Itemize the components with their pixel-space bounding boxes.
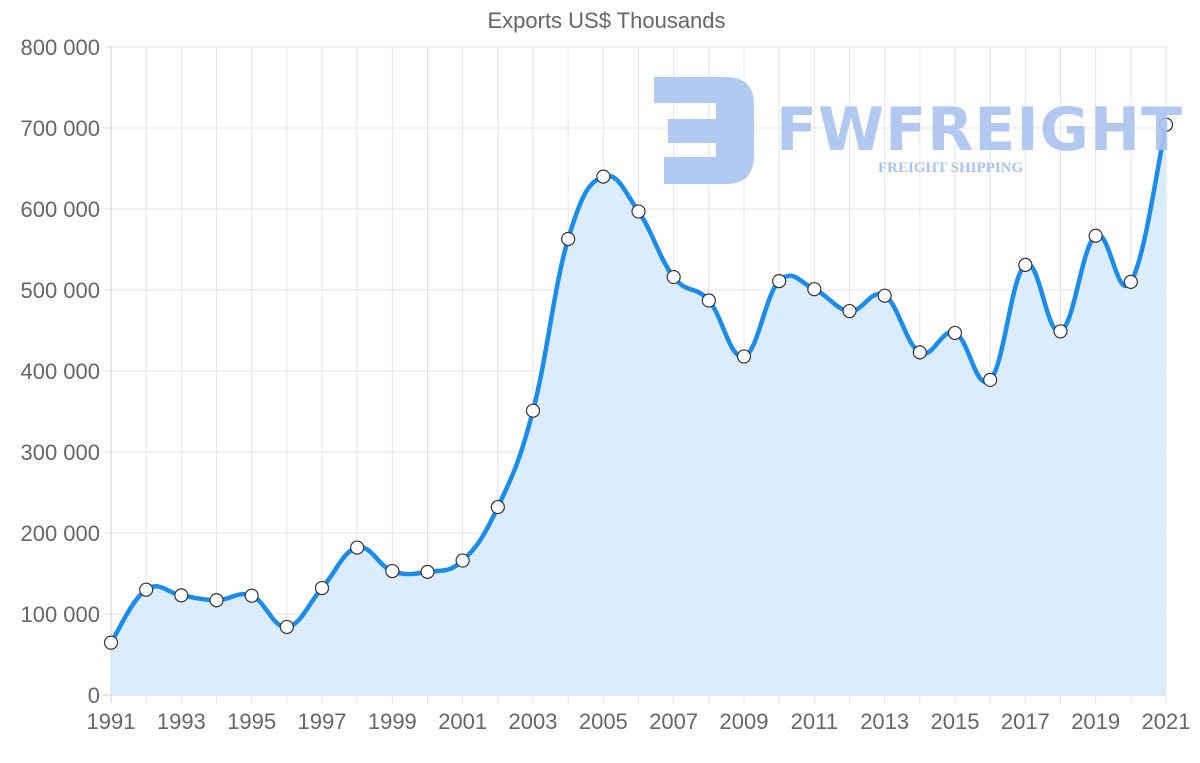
y-tick-label: 400 000 xyxy=(20,359,100,384)
x-tick-label: 1993 xyxy=(157,709,206,734)
x-tick-label: 2011 xyxy=(791,709,838,734)
data-point[interactable] xyxy=(983,372,998,388)
x-tick-label: 1991 xyxy=(87,709,136,734)
data-point[interactable] xyxy=(1158,117,1174,132)
y-tick-label: 800 000 xyxy=(20,35,100,60)
data-point[interactable] xyxy=(912,345,927,360)
data-point[interactable] xyxy=(525,403,541,418)
y-tick-label: 0 xyxy=(88,683,100,708)
data-point[interactable] xyxy=(842,303,857,319)
x-tick-label: 2003 xyxy=(509,709,558,734)
y-tick-label: 500 000 xyxy=(20,278,100,303)
data-point[interactable] xyxy=(701,293,716,308)
data-point[interactable] xyxy=(807,282,822,297)
data-point[interactable] xyxy=(209,593,224,608)
x-tick-label: 2013 xyxy=(860,709,909,734)
data-point[interactable] xyxy=(1018,257,1033,272)
data-point[interactable] xyxy=(279,619,294,635)
y-tick-label: 200 000 xyxy=(20,521,100,546)
data-point[interactable] xyxy=(947,325,963,341)
data-point[interactable] xyxy=(103,635,119,650)
data-point[interactable] xyxy=(455,553,470,568)
data-point[interactable] xyxy=(490,499,505,515)
data-point[interactable] xyxy=(596,169,611,184)
y-axis: 0 100 000 200 000 300 000 400 000 500 000 600 … xyxy=(20,35,100,708)
area-fill xyxy=(111,124,1166,695)
x-tick-label: 1995 xyxy=(227,709,276,734)
x-tick-label: 2001 xyxy=(438,709,487,734)
y-tick-label: 600 000 xyxy=(20,197,100,222)
x-tick-label: 1997 xyxy=(298,709,347,734)
chart-title: Exports US$ Thousands xyxy=(487,8,726,33)
data-point[interactable] xyxy=(736,349,752,364)
x-tick-label: 2005 xyxy=(579,709,628,734)
data-point[interactable] xyxy=(772,273,787,289)
x-tick-label: 2021 xyxy=(1142,709,1191,734)
data-point[interactable] xyxy=(877,288,892,303)
y-tick-label: 300 000 xyxy=(20,440,100,465)
data-point[interactable] xyxy=(1053,324,1068,339)
data-point[interactable] xyxy=(1088,228,1103,243)
data-point[interactable] xyxy=(350,540,365,555)
data-point[interactable] xyxy=(244,588,259,603)
data-points xyxy=(103,117,1174,650)
data-point[interactable] xyxy=(561,231,576,247)
x-tick-label: 2019 xyxy=(1071,709,1120,734)
x-tick-label: 2017 xyxy=(1001,709,1050,734)
x-tick-label: 2009 xyxy=(720,709,769,734)
data-point[interactable] xyxy=(314,580,330,596)
data-point[interactable] xyxy=(420,564,435,579)
data-point[interactable] xyxy=(139,582,154,597)
x-tick-label: 1999 xyxy=(368,709,417,734)
data-point[interactable] xyxy=(666,269,681,285)
y-tick-label: 700 000 xyxy=(20,116,100,141)
x-axis: 1991 1993 1995 1997 1999 2001 2003 2005 2007 2009… xyxy=(87,709,1191,734)
data-point[interactable] xyxy=(174,588,189,603)
data-point[interactable] xyxy=(1123,274,1138,289)
y-tick-label: 100 000 xyxy=(20,602,100,627)
x-tick-label: 2007 xyxy=(649,709,698,734)
x-tick-label: 2015 xyxy=(931,709,980,734)
data-point[interactable] xyxy=(385,563,400,579)
data-point[interactable] xyxy=(631,204,646,219)
